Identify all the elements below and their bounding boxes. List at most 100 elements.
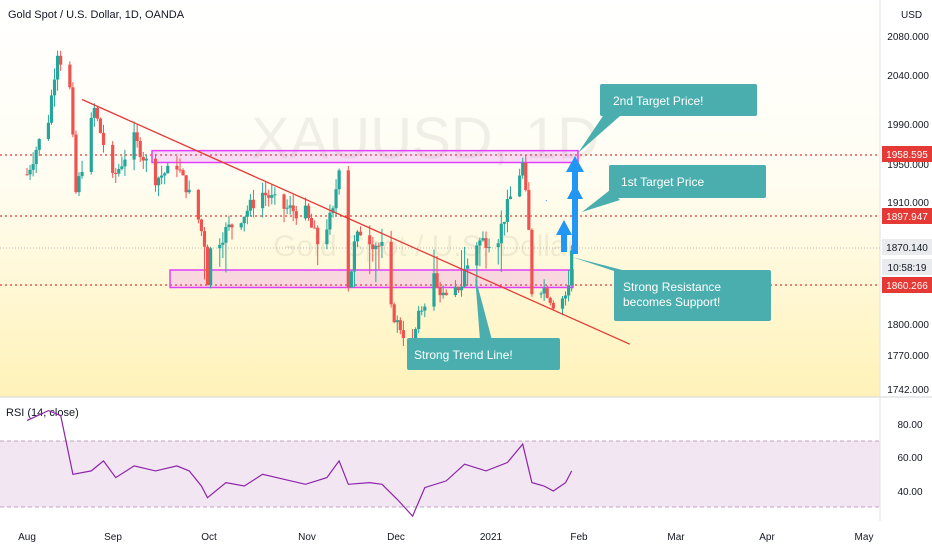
last-price-badge: 1870.140 bbox=[886, 243, 928, 254]
price-tick: 1950.000 bbox=[887, 160, 929, 171]
candle-body bbox=[101, 132, 106, 145]
candle-body bbox=[527, 190, 531, 230]
candle-body bbox=[34, 149, 38, 165]
candle-body bbox=[306, 205, 311, 218]
candle-body bbox=[52, 79, 57, 96]
callout-target1-box bbox=[609, 165, 766, 198]
candle-body bbox=[251, 199, 256, 209]
candle-body bbox=[309, 217, 314, 228]
candle-body bbox=[181, 170, 185, 176]
callout-trendline[interactable]: Strong Trend Line! bbox=[407, 276, 560, 370]
countdown-badge: 10:58:19 bbox=[888, 263, 927, 274]
candle-body bbox=[163, 173, 167, 176]
candle-body bbox=[288, 205, 292, 208]
candle-body bbox=[227, 224, 231, 228]
candle-body bbox=[285, 207, 289, 209]
candle-body bbox=[355, 231, 360, 242]
time-tick: Sep bbox=[104, 532, 122, 543]
currency-label: USD bbox=[901, 10, 922, 21]
candle-body bbox=[242, 216, 246, 224]
callout-target1[interactable]: 1st Target Price bbox=[582, 165, 766, 212]
candles bbox=[25, 50, 574, 357]
candle-body bbox=[478, 240, 482, 246]
symbol-title[interactable]: Gold Spot / U.S. Dollar, 1D, OANDA bbox=[8, 9, 185, 21]
price-badge-bg bbox=[882, 208, 932, 224]
time-axis[interactable]: Aug Sep Oct Nov Dec 2021 Feb Mar Apr May bbox=[18, 532, 873, 543]
trend-line-group[interactable] bbox=[81, 98, 631, 345]
sr-zone[interactable] bbox=[169, 269, 574, 289]
candle-body bbox=[325, 229, 329, 245]
candle-body bbox=[530, 229, 534, 295]
candle-body bbox=[135, 132, 139, 142]
price-tick: 1910.000 bbox=[887, 198, 929, 209]
candle-body bbox=[521, 162, 525, 176]
candle-body bbox=[245, 210, 249, 217]
candle-body bbox=[80, 171, 84, 177]
price-pane-background bbox=[0, 0, 880, 397]
callout-support-box bbox=[614, 270, 771, 321]
candle-body bbox=[444, 292, 448, 296]
candle-body bbox=[239, 223, 243, 228]
price-tick: 1742.000 bbox=[887, 385, 929, 396]
callout-target1-text: 1st Target Price bbox=[621, 175, 704, 189]
price-tick: 1800.000 bbox=[887, 320, 929, 331]
arrow-up-target2-head bbox=[566, 156, 584, 172]
candle-body bbox=[420, 310, 424, 312]
rsi-band bbox=[0, 441, 880, 507]
sr-zone[interactable] bbox=[151, 149, 579, 164]
callout-trendline-pointer bbox=[475, 276, 492, 340]
candle-body bbox=[187, 189, 191, 193]
price-badges: 1958.595 1897.947 1870.140 10:58:19 1860… bbox=[882, 146, 932, 293]
candle-body bbox=[123, 159, 127, 167]
time-tick: Oct bbox=[201, 532, 217, 543]
price-badge-bg bbox=[882, 146, 932, 162]
arrow-up-small[interactable] bbox=[556, 220, 572, 252]
candle-body bbox=[156, 177, 161, 186]
candle-body bbox=[392, 304, 396, 323]
candle-body bbox=[261, 192, 265, 209]
price-badge-bg bbox=[882, 239, 932, 255]
callout-support[interactable]: Strong Resistance becomes Support! bbox=[572, 257, 771, 321]
candle-body bbox=[395, 320, 399, 323]
candle-body bbox=[92, 107, 96, 118]
candle-body bbox=[74, 134, 78, 193]
candle-body bbox=[56, 55, 60, 80]
callout-target2-box bbox=[600, 84, 757, 116]
candle-body bbox=[282, 194, 286, 209]
price-badge-1860: 1860.266 bbox=[886, 281, 928, 292]
watermark-symbol: XAUUSD, 1D bbox=[251, 106, 599, 171]
candle-body bbox=[328, 212, 332, 230]
candle-body bbox=[560, 298, 565, 309]
candle-body bbox=[117, 168, 121, 174]
candle-body bbox=[539, 293, 543, 295]
candle-body bbox=[505, 199, 510, 222]
candle-body bbox=[230, 224, 234, 228]
callout-trendline-text: Strong Trend Line! bbox=[414, 348, 513, 362]
candle-body bbox=[264, 192, 268, 196]
candle-body bbox=[153, 158, 158, 186]
price-tick: 1990.000 bbox=[887, 120, 929, 131]
candle-body bbox=[453, 286, 457, 296]
candle-body bbox=[224, 227, 228, 243]
candle-body bbox=[551, 302, 555, 309]
rsi-axis-ticks: 80.00 60.00 40.00 bbox=[897, 420, 922, 498]
candle-body bbox=[273, 194, 277, 196]
candle-body bbox=[166, 165, 170, 174]
arrow-up-target2[interactable] bbox=[566, 156, 584, 198]
callout-target2[interactable]: 2nd Target Price! bbox=[578, 84, 757, 153]
watermark-name: Gold Spot / U.S. Dollar bbox=[273, 230, 576, 263]
candle-body bbox=[502, 221, 506, 224]
rsi-tick: 60.00 bbox=[897, 453, 922, 464]
candle-body bbox=[389, 241, 393, 305]
trend-line[interactable] bbox=[81, 98, 631, 345]
price-tick: 1770.000 bbox=[887, 351, 929, 362]
candle-body bbox=[248, 199, 252, 211]
candle-body bbox=[499, 223, 503, 244]
candle-body bbox=[95, 107, 99, 119]
arrow-up-target2-shaft bbox=[572, 170, 578, 198]
candle-body bbox=[462, 268, 467, 287]
candle-body bbox=[481, 238, 485, 241]
candle-body bbox=[417, 310, 421, 330]
candle-body bbox=[89, 117, 93, 172]
